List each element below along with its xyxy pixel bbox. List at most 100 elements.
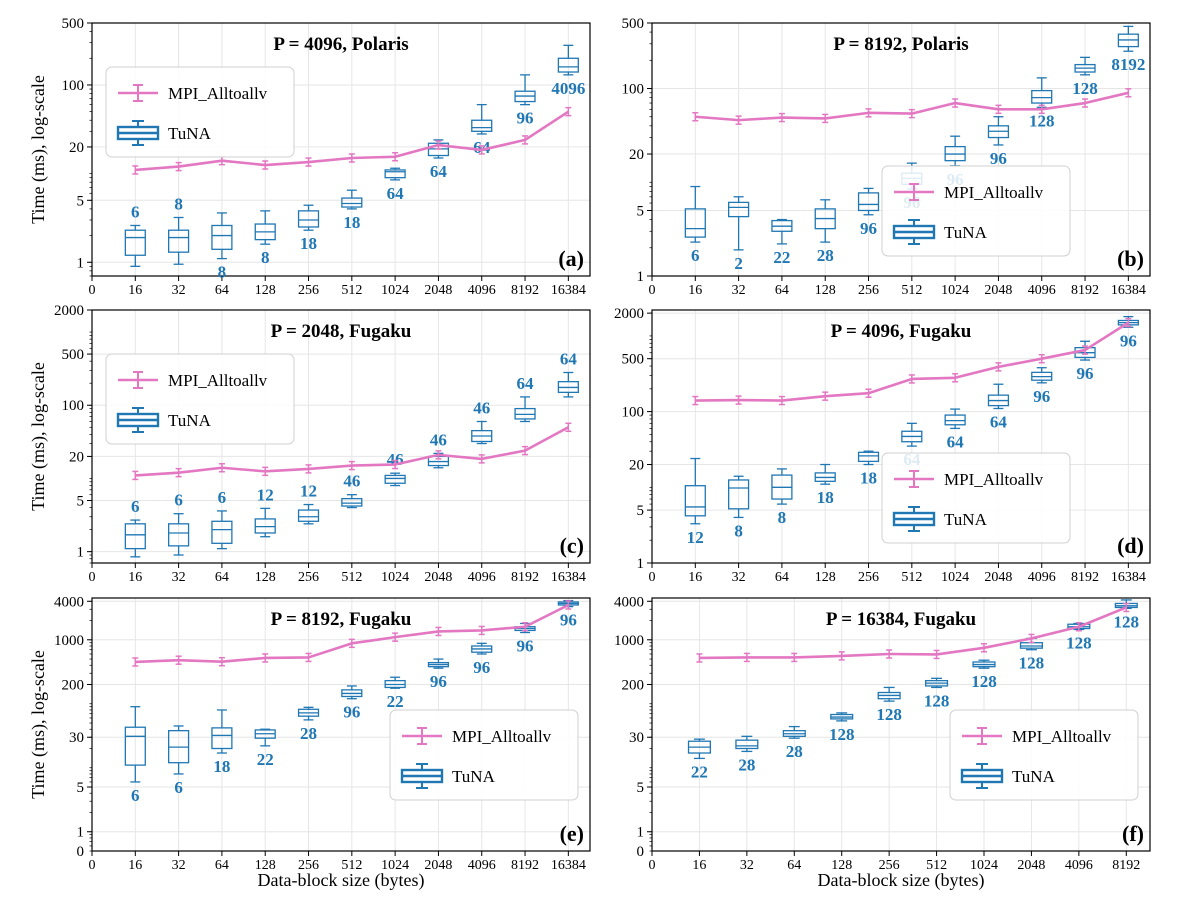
tuna-iqr-box [341, 197, 363, 208]
y-tick-label: 4000 [54, 594, 84, 610]
tuna-box [1117, 25, 1139, 52]
chart-title: P = 4096, Polaris [273, 34, 408, 55]
tuna-count-label: 8 [778, 508, 787, 527]
y-tick-label: 1 [637, 269, 645, 285]
y-tick-label: 20 [629, 458, 644, 474]
y-tick-label: 1 [77, 545, 85, 561]
tuna-box [471, 642, 493, 655]
tuna-box [830, 712, 854, 722]
x-tick-label: 256 [879, 858, 900, 873]
tuna-count-label: 46 [430, 430, 447, 449]
tuna-iqr-box [727, 479, 750, 510]
y-tick-label: 5 [637, 503, 645, 519]
tuna-box [167, 513, 190, 556]
x-tick-label: 2048 [424, 570, 452, 585]
panel-label: (d) [1117, 533, 1144, 558]
x-tick-label: 1024 [941, 570, 969, 585]
tuna-iqr-box [727, 201, 750, 218]
chart-panel: 0 16 32 64 128 256 512 1024 2048 4096 8192 16384 1 5 3… [28, 594, 591, 891]
tuna-box [857, 187, 880, 216]
x-tick-label: 0 [649, 570, 656, 585]
tuna-count-label: 18 [300, 234, 317, 253]
legend-mpi-label: MPI_Alltoallv [1012, 727, 1112, 746]
x-tick-label: 8192 [511, 570, 539, 585]
legend-frame [105, 66, 295, 158]
legend-tuna-label: TuNA [452, 767, 496, 786]
tuna-iqr-box [944, 414, 966, 426]
tuna-box [167, 725, 190, 775]
x-tick-label: 128 [255, 283, 276, 298]
tuna-count-label: 6 [691, 246, 700, 265]
y-tick-label: 30 [629, 730, 644, 746]
x-tick-label: 1024 [381, 283, 409, 298]
tuna-box [877, 686, 901, 702]
y-tick-label: 200 [622, 678, 645, 694]
tuna-count-label: 96 [430, 672, 447, 691]
tuna-count-label: 28 [786, 742, 803, 761]
tuna-count-label: 8 [218, 263, 227, 282]
plot-frame [91, 309, 591, 564]
tuna-count-label: 96 [860, 219, 877, 238]
tuna-count-label: 6 [218, 488, 227, 507]
tuna-iqr-box [167, 229, 190, 253]
x-tick-label: 8192 [1112, 858, 1140, 873]
legend: MPI_Alltoallv TuNA [881, 452, 1071, 544]
y-axis-label: Time (ms), log-scale [28, 362, 49, 511]
x-tick-label: 0 [649, 858, 656, 873]
legend-tuna-label: TuNA [944, 223, 988, 242]
tuna-box [557, 44, 579, 76]
tuna-box [384, 676, 406, 689]
tuna-count-label: 64 [430, 162, 448, 181]
x-tick-label: 0 [89, 283, 96, 298]
y-tick-label: 1 [77, 825, 85, 841]
tuna-count-label: 18 [343, 213, 360, 232]
tuna-box [384, 472, 406, 487]
x-tick-label: 0 [89, 570, 96, 585]
tuna-count-label: 96 [560, 611, 577, 630]
x-tick-label: 16 [692, 858, 706, 873]
tuna-count-label: 128 [924, 691, 950, 710]
legend: MPI_Alltoallv TuNA [949, 709, 1139, 801]
y-tick-label: 30 [69, 730, 84, 746]
x-tick-label: 8192 [1071, 570, 1099, 585]
tuna-count-label: 64 [387, 184, 405, 203]
tuna-count-label: 6 [174, 778, 183, 797]
tuna-count-label: 46 [473, 398, 490, 417]
tuna-box [925, 677, 949, 689]
y-tick-label: 100 [622, 82, 645, 98]
tuna-count-label: 128 [1029, 111, 1055, 130]
tuna-count-label: 28 [738, 755, 755, 774]
tuna-count-label: 6 [174, 491, 183, 510]
x-tick-label: 32 [732, 283, 746, 298]
tuna-box [1074, 56, 1096, 76]
tuna-box [384, 167, 406, 181]
x-tick-label: 16384 [551, 858, 586, 873]
tuna-iqr-box [124, 523, 146, 550]
x-tick-label: 512 [341, 283, 362, 298]
x-tick-label: 16 [128, 283, 142, 298]
x-tick-label: 256 [298, 570, 319, 585]
x-tick-label: 4096 [1028, 570, 1056, 585]
y-tick-label: 20 [69, 449, 84, 465]
tuna-iqr-box [684, 208, 706, 238]
x-tick-label: 32 [732, 570, 746, 585]
y-tick-label: 20 [69, 140, 84, 156]
tuna-box [211, 510, 233, 550]
tuna-box [987, 383, 1010, 410]
legend: MPI_Alltoallv TuNA [881, 165, 1071, 257]
x-tick-label: 0 [89, 858, 96, 873]
tuna-count-label: 128 [829, 725, 855, 744]
plot-frame [651, 22, 1151, 277]
tuna-iqr-box [384, 169, 406, 179]
x-tick-label: 16384 [1111, 570, 1146, 585]
panel-label: (e) [560, 821, 584, 846]
legend-frame [881, 165, 1071, 257]
tuna-count-label: 28 [300, 724, 317, 743]
x-tick-label: 256 [298, 858, 319, 873]
x-tick-label: 8192 [1071, 283, 1099, 298]
chart-panel: 0 16 32 64 128 256 512 1024 2048 4096 8192 16384152… [614, 306, 1151, 585]
tuna-count-label: 8192 [1111, 55, 1145, 74]
tuna-box [471, 420, 493, 445]
tuna-count-label: 22 [387, 692, 404, 711]
